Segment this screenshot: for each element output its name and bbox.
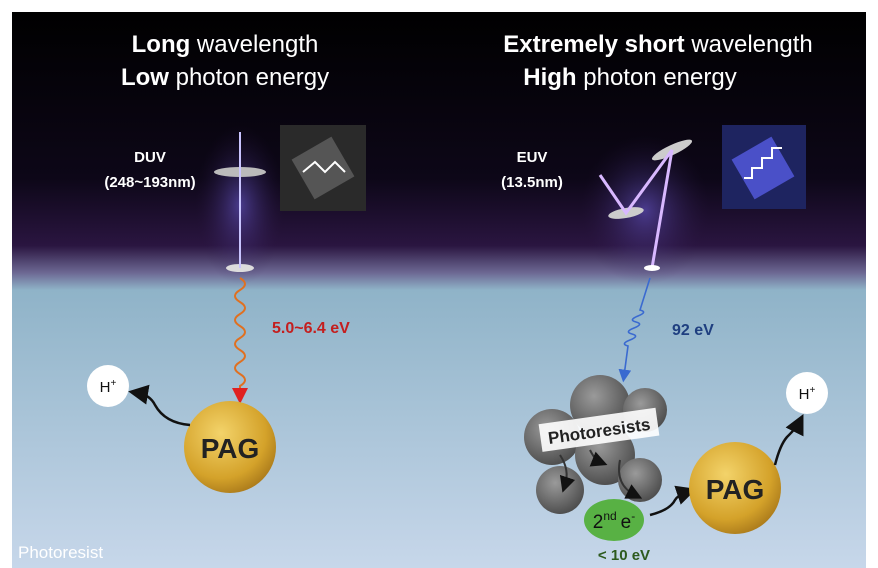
diagram: Long wavelength Low photon energy Extrem… <box>0 0 878 568</box>
footer-label: Photoresist <box>18 543 103 562</box>
pag-label: PAG <box>706 474 765 505</box>
proton-sup: + <box>111 378 117 389</box>
heading-text: photon energy <box>577 64 737 91</box>
proton-sup: + <box>810 385 816 396</box>
electron-symbol: e <box>621 512 632 533</box>
heading: High photon energy <box>523 64 736 91</box>
pag-label: PAG <box>201 433 260 464</box>
source-range: (248~193nm) <box>104 174 195 191</box>
heading: Low photon energy <box>121 64 329 91</box>
heading: Long wavelength <box>132 31 319 58</box>
energy-label: 92 eV <box>672 322 714 339</box>
source-label: DUV <box>134 149 166 166</box>
electron-charge: - <box>631 509 635 523</box>
heading-text: wavelength <box>190 31 318 58</box>
electron-number: 2 <box>593 512 604 533</box>
resist-particle <box>536 466 584 514</box>
wafer <box>644 265 660 271</box>
source-range: (13.5nm) <box>501 174 563 191</box>
energy-label: 5.0~6.4 eV <box>272 320 350 337</box>
glow <box>580 135 710 285</box>
electron-ordinal: nd <box>603 509 616 523</box>
heading-text: photon energy <box>169 64 329 91</box>
heading: Extremely short wavelength <box>503 31 813 58</box>
heading-bold: High <box>523 64 576 91</box>
heading-bold: Long <box>132 31 191 58</box>
heading-text: wavelength <box>685 31 813 58</box>
proton-base: H <box>799 386 810 403</box>
resist-particle <box>618 458 662 502</box>
proton-base: H <box>100 379 111 396</box>
page: Long wavelength Low photon energy Extrem… <box>0 0 878 568</box>
heading-bold: Low <box>121 64 169 91</box>
electron-energy: < 10 eV <box>598 547 650 564</box>
source-label: EUV <box>517 149 548 166</box>
heading-bold: Extremely short <box>503 31 684 58</box>
